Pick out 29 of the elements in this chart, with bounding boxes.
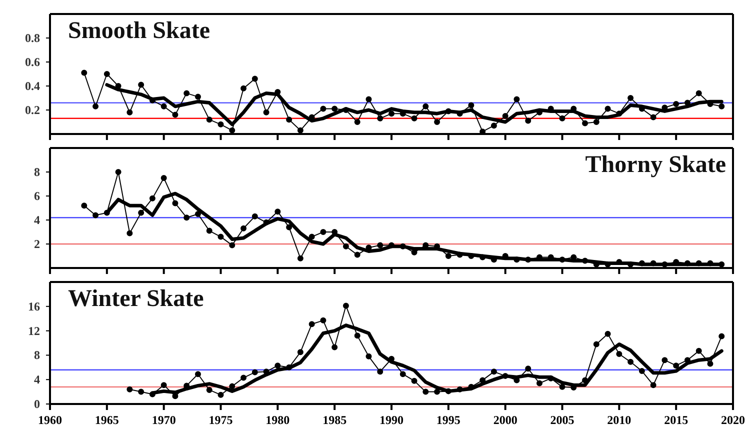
y-tick-label: 4: [34, 372, 40, 387]
y-tick-label: 0.4: [25, 79, 40, 93]
chart-title: Smooth Skate: [68, 18, 210, 45]
chart-title: Thorny Skate: [585, 152, 726, 179]
x-tick-label: 2000: [493, 413, 518, 427]
y-tick-label: 4: [34, 213, 40, 227]
x-tick-label: 2005: [550, 413, 574, 427]
x-tick-label: 1990: [380, 413, 404, 427]
x-tick-label: 2020: [721, 413, 745, 427]
y-tick-label: 0.6: [25, 55, 40, 69]
y-tick-label: 0.2: [25, 103, 40, 117]
x-tick-label: 2015: [664, 413, 688, 427]
y-tick-label: 6: [34, 189, 40, 203]
y-tick-label: 2: [34, 237, 40, 251]
x-tick-label: 1970: [152, 413, 176, 427]
chart-title: Winter Skate: [68, 286, 204, 313]
x-tick-label: 1985: [322, 413, 347, 427]
x-tick-label: 2010: [607, 413, 632, 427]
y-tick-label: 12: [28, 324, 40, 338]
x-tick-label: 1960: [38, 413, 62, 427]
y-tick-label: 0.8: [25, 31, 40, 45]
x-tick-label: 1975: [208, 413, 233, 427]
y-tick-label: 8: [34, 165, 40, 179]
y-tick-label: 0: [34, 397, 40, 411]
y-tick-label: 8: [34, 348, 40, 362]
x-tick-label: 1995: [436, 413, 460, 427]
y-tick-label: 16: [28, 299, 40, 314]
x-tick-label: 1980: [266, 413, 290, 427]
x-tick-label: 1965: [94, 413, 119, 427]
